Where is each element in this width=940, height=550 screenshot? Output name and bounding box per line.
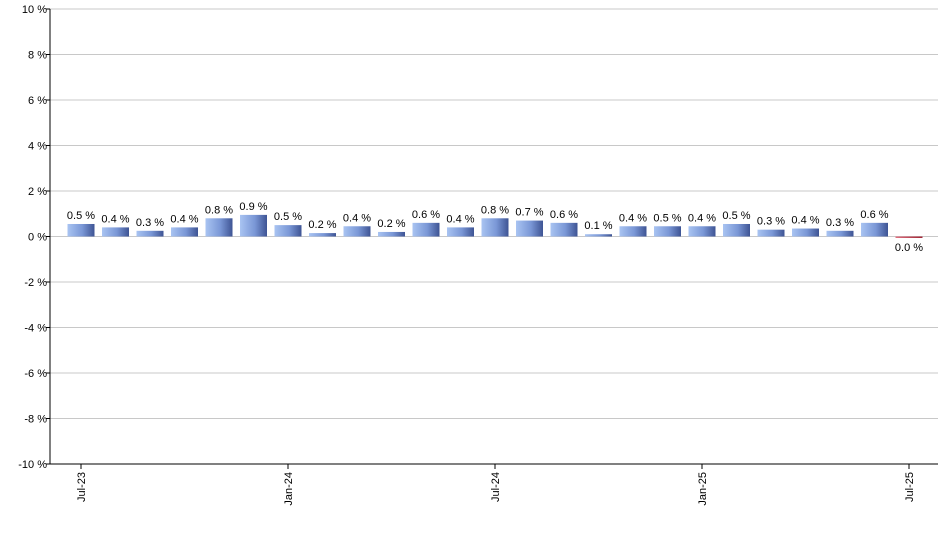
bar: [550, 222, 578, 237]
data-label: 0.6 %: [412, 209, 440, 221]
y-tick-label: -4 %: [24, 323, 47, 335]
bar: [723, 223, 750, 237]
bar: [826, 230, 854, 237]
bar: [585, 234, 612, 237]
bar: [481, 218, 509, 237]
y-tick-label: 10 %: [22, 4, 47, 16]
y-tick-label: -10 %: [18, 459, 47, 471]
bar: [516, 220, 543, 237]
bar: [309, 233, 336, 237]
y-tick-label: -8 %: [24, 414, 47, 426]
x-tick-label: Jan-25: [697, 472, 709, 506]
data-label: 0.5 %: [722, 210, 750, 222]
data-label: 0.6 %: [860, 209, 888, 221]
bar: [171, 227, 198, 237]
x-tick-label: Jan-24: [283, 472, 295, 506]
data-label: 0.4 %: [446, 213, 474, 225]
data-label: 0.5 %: [67, 210, 95, 222]
x-tick-label: Jul-23: [76, 472, 88, 502]
bar: [274, 225, 302, 237]
y-tick-label: -6 %: [24, 368, 47, 380]
data-label: 0.3 %: [826, 217, 854, 229]
data-labels: 0.5 % 0.4 % 0.3 % 0.4 % 0.8 % 0.9 % 0.5 % 0.2 %…: [67, 201, 923, 254]
bar: [378, 231, 405, 237]
y-tick-label: 2 %: [28, 186, 47, 198]
bar: [792, 228, 819, 237]
y-tick-label: 0 %: [28, 232, 47, 244]
data-label: 0.7 %: [515, 207, 543, 219]
bar: [757, 229, 785, 237]
data-label: 0.8 %: [481, 204, 509, 216]
data-label: 0.6 %: [550, 209, 578, 221]
bar: [343, 226, 371, 237]
bar: [205, 218, 233, 237]
bar: [447, 227, 474, 237]
x-tick-label: Jul-25: [904, 472, 916, 502]
bar: [240, 214, 267, 237]
y-tick-label: -2 %: [24, 277, 47, 289]
y-tick-label: 4 %: [28, 141, 47, 153]
data-label: 0.4 %: [791, 215, 819, 227]
data-label: 0.9 %: [239, 201, 267, 213]
data-label: 0.5 %: [274, 211, 302, 223]
data-label: 0.2 %: [308, 219, 336, 231]
data-label: 0.5 %: [653, 212, 681, 224]
bar: [102, 227, 129, 237]
bar: [654, 226, 681, 237]
y-tick-label: 6 %: [28, 95, 47, 107]
x-tick-label: Jul-24: [490, 472, 502, 502]
bar: [688, 226, 716, 237]
data-label: 0.8 %: [205, 204, 233, 216]
data-label: 0.3 %: [136, 217, 164, 229]
data-label: 0.4 %: [688, 212, 716, 224]
data-label: 0.3 %: [757, 216, 785, 228]
bar: [861, 222, 888, 237]
x-axis-ticks: Jul-23 Jan-24 Jul-24 Jan-25 Jul-25: [76, 464, 916, 506]
bars: [67, 214, 923, 238]
data-label: 0.0 %: [895, 242, 923, 254]
data-label: 0.1 %: [584, 220, 612, 232]
y-tick-label: 8 %: [28, 50, 47, 62]
bar: [619, 226, 647, 237]
data-label: 0.4 %: [343, 212, 371, 224]
bar: [136, 230, 164, 237]
data-label: 0.2 %: [377, 218, 405, 230]
data-label: 0.4 %: [101, 213, 129, 225]
data-label: 0.4 %: [170, 213, 198, 225]
bar: [67, 223, 95, 237]
data-label: 0.4 %: [619, 212, 647, 224]
y-axis-ticks: 10 % 8 % 6 % 4 % 2 % 0 % -2 % -4 % -6 % -8 % -10 %: [18, 4, 50, 471]
axes: [49, 9, 938, 465]
bar: [895, 236, 923, 238]
bar: [412, 222, 440, 237]
